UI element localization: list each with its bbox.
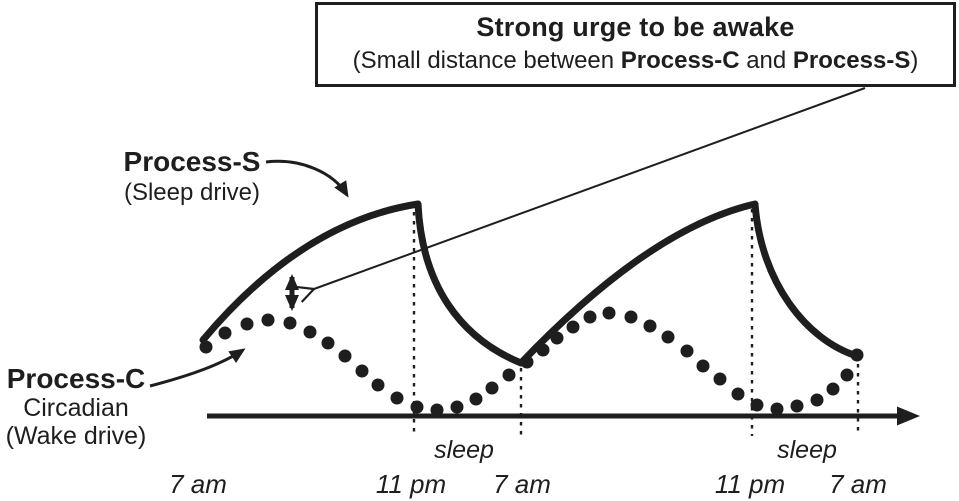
process-c-dot xyxy=(696,359,710,373)
process-c-dot xyxy=(502,368,516,382)
process-c-dot xyxy=(430,403,444,417)
process-c-dot xyxy=(770,402,784,416)
process-c-dot xyxy=(661,330,675,344)
process-c-label: Process-C Circadian (Wake drive) xyxy=(6,363,147,450)
process-c-dot xyxy=(731,387,745,401)
time-axis-arrowhead xyxy=(897,406,920,426)
process-s-curve xyxy=(199,200,861,367)
process-c-dot xyxy=(520,355,534,369)
process-c-line2: (Wake drive) xyxy=(5,422,147,450)
process-c-pointer-arrow xyxy=(149,348,246,388)
process-c-dot xyxy=(810,393,824,407)
process-c-dot xyxy=(550,331,564,345)
process-c-dot xyxy=(338,349,352,363)
process-c-dot xyxy=(469,392,483,406)
axis-tick-11pm-1: 11 pm xyxy=(375,469,447,499)
sleep-label-2: sleep xyxy=(777,436,837,464)
axis-tick-11pm-2: 11 pm xyxy=(714,469,786,499)
process-c-dot xyxy=(218,326,232,340)
process-c-dot xyxy=(261,313,275,327)
axis-tick-7am-1: 7 am xyxy=(169,469,227,499)
process-c-dot xyxy=(750,398,764,412)
process-s-subtitle: (Sleep drive) xyxy=(123,179,261,206)
process-c-dot xyxy=(840,368,854,382)
process-c-dot xyxy=(450,400,464,414)
process-c-dot xyxy=(485,381,499,395)
annotation-box: Strong urge to be awake (Small distance … xyxy=(315,2,956,87)
annotation-subtitle-text: (Small distance between xyxy=(352,47,621,74)
process-s-pointer-arrow xyxy=(265,159,349,198)
process-c-dot xyxy=(713,372,727,386)
process-c-dot xyxy=(624,310,638,324)
annotation-subtitle: (Small distance between Process-C and Pr… xyxy=(318,45,953,77)
annotation-subtitle-process-c: Process-C xyxy=(620,47,740,74)
process-c-dot xyxy=(283,316,297,330)
process-c-dot xyxy=(602,306,616,320)
process-c-dot xyxy=(643,319,657,333)
process-s-label: Process-S (Sleep drive) xyxy=(124,146,261,207)
process-c-dot xyxy=(321,336,335,350)
sleep-label-1: sleep xyxy=(434,436,494,464)
process-c-dot xyxy=(680,344,694,358)
process-c-dot xyxy=(410,400,424,414)
annotation-subtitle-process-s: Process-S xyxy=(792,47,911,74)
process-s-title: Process-S xyxy=(123,146,261,177)
process-c-dot xyxy=(826,382,840,396)
process-c-dot xyxy=(390,391,404,405)
process-c-dot xyxy=(303,325,317,339)
axis-tick-7am-3: 7 am xyxy=(829,469,887,499)
process-c-dot xyxy=(790,399,804,413)
annotation-subtitle-text: and xyxy=(739,47,793,74)
annotation-subtitle-text: ) xyxy=(910,47,919,74)
annotation-title: Strong urge to be awake xyxy=(476,12,795,42)
process-c-dot xyxy=(583,310,597,324)
process-c-dot xyxy=(199,340,213,354)
axis-tick-7am-2: 7 am xyxy=(493,469,551,499)
process-c-line1: Circadian xyxy=(23,394,129,422)
process-c-dot xyxy=(355,364,369,378)
process-c-dot xyxy=(566,320,580,334)
process-c-dot xyxy=(536,343,550,357)
process-c-title: Process-C xyxy=(6,363,146,394)
annotation-pointer-arrow xyxy=(296,87,866,303)
process-s-curve-end-dot xyxy=(850,348,864,362)
process-c-dot xyxy=(371,378,385,392)
process-c-dot xyxy=(240,317,254,331)
